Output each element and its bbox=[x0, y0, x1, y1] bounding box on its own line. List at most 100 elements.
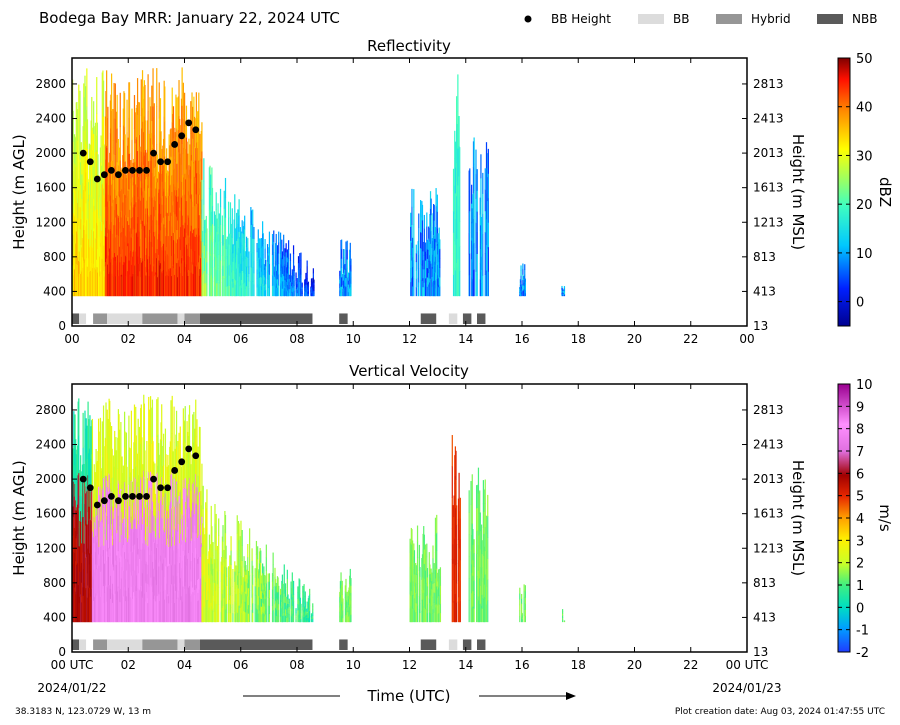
precip-cell bbox=[304, 611, 306, 615]
precip-cell bbox=[212, 581, 214, 596]
precip-cell bbox=[144, 507, 146, 537]
precip-cell bbox=[80, 162, 82, 185]
precip-cell bbox=[262, 233, 264, 245]
precip-cell bbox=[459, 529, 461, 549]
precip-cell bbox=[433, 572, 435, 584]
precip-cell bbox=[122, 233, 124, 265]
precip-cell bbox=[82, 552, 84, 588]
precip-cell bbox=[468, 490, 470, 513]
precip-cell bbox=[162, 170, 164, 197]
precip-cell bbox=[138, 556, 141, 590]
precip-cell bbox=[180, 203, 182, 228]
precip-cell bbox=[161, 595, 163, 623]
x-tick-label: 02 bbox=[121, 332, 136, 346]
x-tick-label: 14 bbox=[458, 332, 473, 346]
precip-cell bbox=[272, 552, 274, 565]
precip-cell bbox=[243, 578, 245, 590]
precip-cell bbox=[214, 562, 216, 583]
precip-cell bbox=[96, 542, 98, 570]
precip-cell bbox=[229, 233, 232, 250]
precip-cell bbox=[174, 525, 176, 546]
precip-cell bbox=[79, 124, 81, 160]
precip-cell bbox=[261, 289, 263, 297]
precip-cell bbox=[129, 448, 131, 478]
precip-cell bbox=[281, 587, 283, 595]
precip-cell bbox=[89, 494, 92, 521]
precip-cell bbox=[268, 285, 271, 297]
precip-cell bbox=[413, 556, 415, 570]
precip-cell bbox=[418, 583, 420, 597]
precip-cell bbox=[422, 259, 424, 270]
precip-cell bbox=[184, 442, 186, 479]
precip-cell bbox=[137, 418, 139, 454]
precip-cell bbox=[244, 603, 246, 613]
precip-cell bbox=[296, 293, 298, 297]
precip-cell bbox=[127, 580, 129, 602]
precip-cell bbox=[274, 612, 276, 623]
precip-cell bbox=[225, 583, 227, 597]
reflectivity-title: Reflectivity bbox=[367, 37, 451, 55]
precip-cell bbox=[124, 431, 126, 464]
precip-cell bbox=[207, 600, 209, 612]
precip-cell bbox=[127, 243, 129, 270]
precip-cell bbox=[271, 275, 274, 286]
precip-cell bbox=[137, 256, 139, 277]
precip-cell bbox=[244, 581, 246, 592]
precip-cell bbox=[472, 559, 474, 576]
precip-cell bbox=[75, 560, 77, 592]
precip-cell bbox=[283, 255, 285, 266]
precip-cell bbox=[133, 128, 136, 163]
dbz-colorbar-label: dBZ bbox=[876, 177, 894, 207]
precip-cell bbox=[176, 130, 178, 164]
precip-cell bbox=[251, 597, 253, 610]
precip-cell bbox=[519, 288, 521, 291]
precip-cell bbox=[429, 268, 431, 283]
precip-cell bbox=[173, 406, 175, 443]
precip-cell bbox=[104, 265, 107, 297]
precip-cell bbox=[141, 591, 143, 623]
precip-cell bbox=[287, 290, 289, 297]
precip-cell bbox=[416, 605, 419, 623]
precip-cell bbox=[183, 266, 185, 297]
precip-cell bbox=[413, 574, 416, 587]
precip-cell bbox=[76, 264, 79, 297]
precip-cell bbox=[176, 598, 178, 623]
precip-cell bbox=[169, 441, 171, 472]
precip-cell bbox=[295, 291, 297, 297]
precip-cell bbox=[291, 292, 293, 297]
precip-cell bbox=[198, 535, 200, 558]
precip-cell bbox=[91, 420, 93, 455]
precip-cell bbox=[133, 195, 136, 230]
precip-cell bbox=[344, 615, 346, 623]
precip-cell bbox=[208, 167, 211, 190]
precip-cell bbox=[171, 508, 173, 528]
precip-cell bbox=[228, 233, 230, 245]
precip-cell bbox=[196, 147, 199, 178]
precip-cell bbox=[72, 234, 74, 266]
precip-cell bbox=[99, 417, 102, 453]
precip-cell bbox=[199, 160, 201, 189]
precip-cell bbox=[436, 586, 438, 605]
precip-cell bbox=[114, 260, 116, 297]
precip-cell bbox=[93, 166, 95, 199]
precip-cell bbox=[168, 584, 170, 604]
precip-cell bbox=[276, 591, 279, 600]
precip-cell bbox=[469, 168, 471, 191]
precip-cell bbox=[151, 514, 153, 551]
precip-cell bbox=[349, 583, 351, 592]
precip-cell bbox=[244, 565, 246, 576]
precip-cell bbox=[424, 570, 427, 584]
precip-cell bbox=[101, 468, 103, 495]
precip-cell bbox=[185, 601, 187, 623]
precip-cell bbox=[91, 247, 94, 272]
precip-cell bbox=[160, 240, 162, 269]
precip-cell bbox=[456, 524, 458, 545]
precip-cell bbox=[198, 255, 201, 276]
precip-cell bbox=[291, 588, 293, 598]
precip-cell bbox=[339, 581, 342, 589]
precip-cell bbox=[190, 198, 192, 232]
precip-cell bbox=[271, 244, 274, 255]
precip-cell bbox=[97, 587, 100, 623]
precip-cell bbox=[118, 517, 120, 553]
precip-cell bbox=[349, 604, 351, 614]
